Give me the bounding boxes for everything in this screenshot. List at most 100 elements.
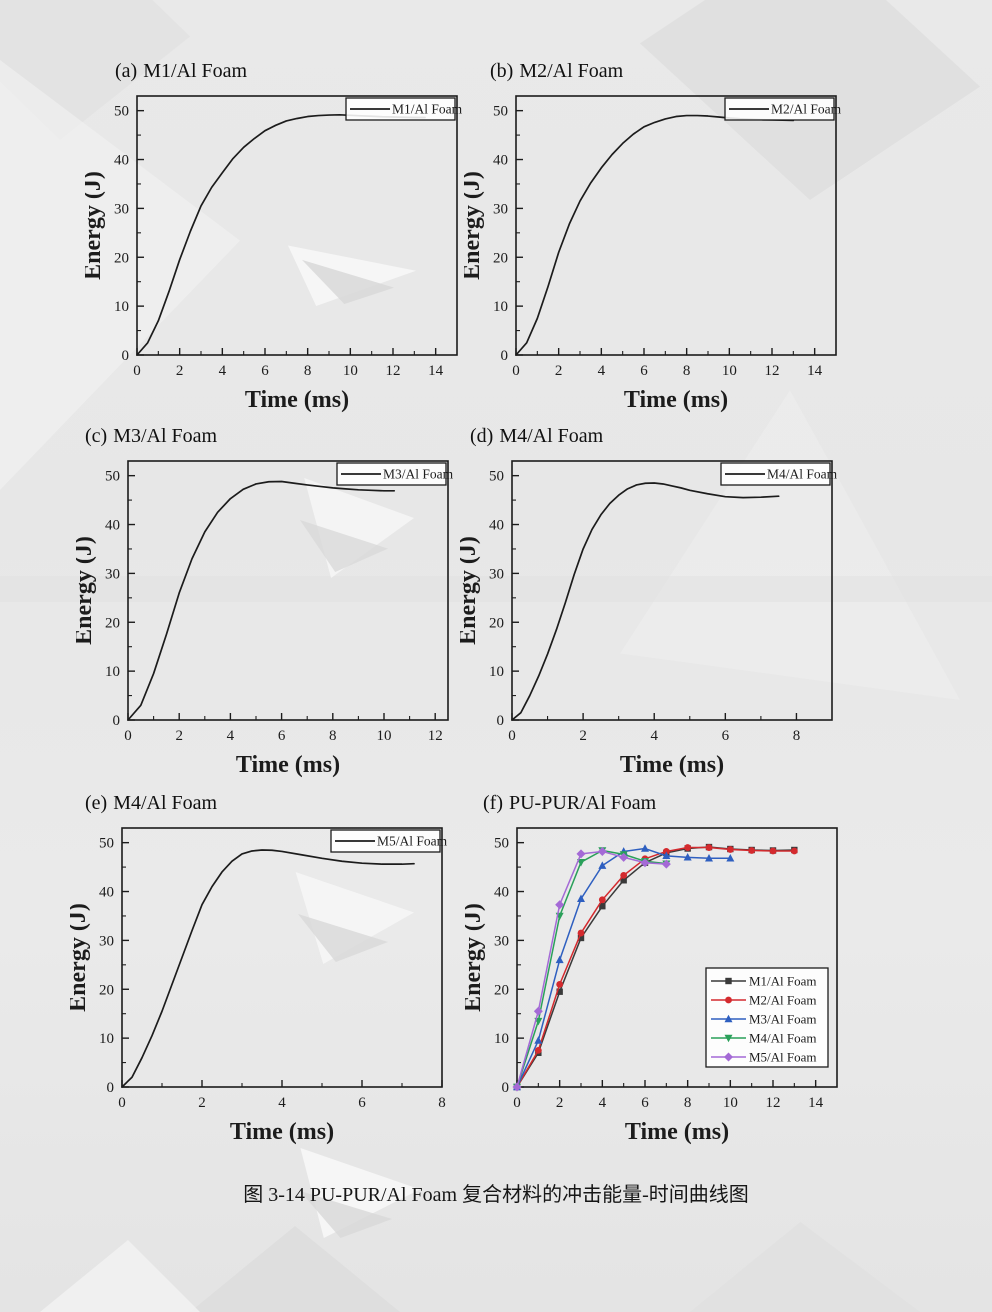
panel-e-title: (e) M4/Al Foam <box>70 790 454 816</box>
svg-text:4: 4 <box>278 1095 286 1111</box>
svg-text:2: 2 <box>176 363 184 379</box>
svg-text:14: 14 <box>428 363 444 379</box>
svg-text:M1/Al Foam: M1/Al Foam <box>392 102 463 117</box>
svg-text:10: 10 <box>114 299 129 315</box>
svg-text:12: 12 <box>386 363 401 379</box>
x-axis-label: Time (ms) <box>230 1119 334 1145</box>
svg-text:30: 30 <box>489 566 504 582</box>
svg-text:10: 10 <box>377 728 392 744</box>
y-axis-label: Energy (J) <box>76 536 97 645</box>
svg-text:14: 14 <box>808 1095 824 1111</box>
panel-b-label: (b) <box>490 60 514 82</box>
panel-b-title-text: M2/Al Foam <box>519 60 624 82</box>
x-axis-label: Time (ms) <box>236 752 340 778</box>
panel-f: (f) PU-PUR/Al Foam 0 2 4 6 8 10 12 14 0 10 20 30 40 50… <box>465 790 849 1151</box>
panel-a-label: (a) <box>115 60 138 82</box>
svg-text:40: 40 <box>493 153 508 169</box>
axes: 0 2 4 6 8 0 10 20 30 40 50 Time (ms) Energy (J) <box>460 460 833 778</box>
legend: M1/Al Foam M2/Al Foam M3/Al Foam M4/Al Foam… <box>705 967 829 1068</box>
svg-text:4: 4 <box>650 728 658 744</box>
series-M3/Al Foam <box>127 480 396 721</box>
svg-text:10: 10 <box>493 299 508 315</box>
svg-text:10: 10 <box>343 363 358 379</box>
svg-text:M5/Al Foam: M5/Al Foam <box>377 834 448 849</box>
x-axis-label: Time (ms) <box>624 387 728 413</box>
series-M2/Al Foam <box>513 844 798 1091</box>
y-axis-label: Energy (J) <box>460 536 481 645</box>
panel-f-title-text: PU-PUR/Al Foam <box>508 792 657 814</box>
svg-text:40: 40 <box>494 885 509 901</box>
svg-text:0: 0 <box>118 1095 126 1111</box>
panel-a-title: (a) M1/Al Foam <box>85 58 469 84</box>
chart-d: 0 2 4 6 8 0 10 20 30 40 50 Time (ms) Energy (J) M4/Al… <box>460 460 838 778</box>
y-axis-label: Energy (J) <box>465 903 486 1012</box>
panel-f-title: (f) PU-PUR/Al Foam <box>465 790 849 816</box>
panel-a-title-text: M1/Al Foam <box>143 60 248 82</box>
background-shape <box>190 1226 400 1312</box>
y-axis-label: Energy (J) <box>70 903 91 1012</box>
background-shape <box>40 1240 200 1312</box>
svg-text:2: 2 <box>555 363 563 379</box>
chart-e: 0 2 4 6 8 0 10 20 30 40 50 Time (ms) Energy (J) M5/Al… <box>70 827 448 1145</box>
figure-caption: 图 3-14 PU-PUR/Al Foam 复合材料的冲击能量-时间曲线图 <box>243 1184 749 1206</box>
svg-text:6: 6 <box>722 728 730 744</box>
svg-text:10: 10 <box>723 1095 738 1111</box>
svg-text:0: 0 <box>502 1080 510 1096</box>
panel-e-title-text: M4/Al Foam <box>113 792 218 814</box>
svg-text:50: 50 <box>493 104 508 120</box>
axes: 0 2 4 6 8 10 12 14 0 10 20 30 40 50 Time (ms) Energy (J… <box>464 95 837 413</box>
panel-c-title: (c) M3/Al Foam <box>76 423 460 449</box>
panel-a: (a) M1/Al Foam 0 2 4 6 8 10 12 14 0 10 20 30 40 50 Time… <box>85 58 469 419</box>
panel-f-label: (f) <box>483 792 503 814</box>
svg-text:30: 30 <box>99 933 114 949</box>
series-M5/Al Foam <box>121 849 415 1088</box>
svg-text:6: 6 <box>358 1095 366 1111</box>
svg-text:8: 8 <box>329 728 337 744</box>
svg-text:4: 4 <box>227 728 235 744</box>
svg-text:M2/Al Foam: M2/Al Foam <box>771 102 842 117</box>
svg-text:0: 0 <box>513 1095 521 1111</box>
chart-f: 0 2 4 6 8 10 12 14 0 10 20 30 40 50 Time (ms) Energy (J… <box>465 827 838 1145</box>
svg-text:M3/Al Foam: M3/Al Foam <box>383 467 454 482</box>
svg-text:0: 0 <box>124 728 132 744</box>
svg-text:20: 20 <box>493 250 508 266</box>
panel-d: (d) M4/Al Foam 0 2 4 6 8 0 10 20 30 40 50 Time (ms) E… <box>460 423 844 784</box>
svg-text:10: 10 <box>489 664 504 680</box>
svg-text:0: 0 <box>508 728 516 744</box>
svg-text:40: 40 <box>105 518 120 534</box>
series-M1/Al Foam <box>136 113 426 356</box>
panel-e: (e) M4/Al Foam 0 2 4 6 8 0 10 20 30 40 50 Time (ms) E… <box>70 790 454 1151</box>
svg-text:0: 0 <box>512 363 520 379</box>
panel-c: (c) M3/Al Foam 0 2 4 6 8 10 12 0 10 20 30 40 50 Time (… <box>76 423 460 784</box>
svg-text:0: 0 <box>107 1080 115 1096</box>
x-axis-label: Time (ms) <box>620 752 724 778</box>
svg-text:0: 0 <box>501 348 509 364</box>
svg-text:4: 4 <box>599 1095 607 1111</box>
y-axis-label: Energy (J) <box>464 171 485 280</box>
svg-text:12: 12 <box>766 1095 781 1111</box>
y-axis-label: Energy (J) <box>85 171 106 280</box>
legend: M2/Al Foam <box>724 97 842 121</box>
svg-text:6: 6 <box>278 728 286 744</box>
panel-d-label: (d) <box>470 425 494 447</box>
svg-text:M1/Al Foam: M1/Al Foam <box>749 974 817 989</box>
svg-text:6: 6 <box>261 363 269 379</box>
legend: M4/Al Foam <box>720 462 838 486</box>
chart-c: 0 2 4 6 8 10 12 0 10 20 30 40 50 Time (ms) Energy (J) M… <box>76 460 454 778</box>
svg-text:10: 10 <box>722 363 737 379</box>
legend: M3/Al Foam <box>336 462 454 486</box>
svg-text:50: 50 <box>494 836 509 852</box>
svg-text:50: 50 <box>99 836 114 852</box>
axes: 0 2 4 6 8 10 12 0 10 20 30 40 50 Time (ms) Energy (J) <box>76 460 449 778</box>
panel-e-label: (e) <box>85 792 108 814</box>
svg-text:8: 8 <box>304 363 312 379</box>
svg-text:0: 0 <box>122 348 130 364</box>
svg-text:8: 8 <box>683 363 691 379</box>
svg-text:6: 6 <box>640 363 648 379</box>
svg-text:20: 20 <box>105 615 120 631</box>
panel-d-title-text: M4/Al Foam <box>499 425 604 447</box>
svg-text:12: 12 <box>428 728 443 744</box>
svg-text:M2/Al Foam: M2/Al Foam <box>749 993 817 1008</box>
axes: 0 2 4 6 8 10 12 14 0 10 20 30 40 50 Time (ms) Energy (J… <box>85 95 458 413</box>
